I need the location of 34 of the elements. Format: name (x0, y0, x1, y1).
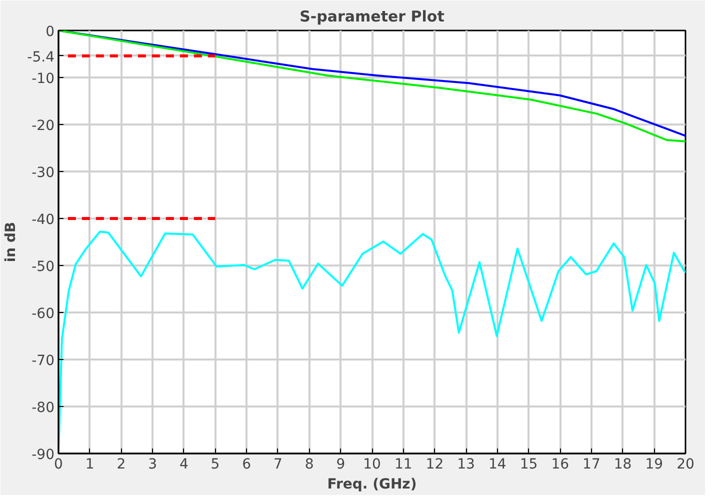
x-tick-label: 13 (457, 456, 475, 472)
y-tick-label: -40 (32, 212, 55, 228)
x-tick-label: 19 (645, 456, 664, 472)
x-tick-label: 7 (273, 456, 282, 472)
y-tick-label: -90 (32, 447, 55, 463)
y-tick-label: -80 (32, 400, 55, 416)
x-axis-title: Freq. (GHz) (327, 476, 417, 492)
y-tick-label: -30 (32, 165, 55, 181)
chart-title: S-parameter Plot (300, 8, 444, 26)
x-tick-label: 10 (363, 456, 381, 472)
x-tick-label: 8 (304, 456, 314, 472)
x-tick-label: 16 (551, 456, 570, 472)
y-tick-label: 0 (46, 24, 55, 40)
x-tick-label: 12 (426, 456, 444, 472)
y-tick-label: -60 (32, 306, 55, 322)
y-tick-label: -5.4 (27, 49, 55, 66)
y-tick-label: -70 (32, 353, 55, 369)
x-tick-label: 11 (394, 456, 412, 472)
x-tick-label: 18 (614, 456, 632, 472)
x-tick-label: 3 (148, 456, 158, 472)
x-tick-label: 9 (336, 456, 346, 472)
x-tick-label: 20 (676, 456, 694, 472)
x-tick-label: 2 (116, 456, 126, 472)
y-axis-title: in dB (3, 222, 20, 262)
x-tick-label: 1 (85, 456, 94, 472)
y-tick-label: -50 (32, 259, 55, 275)
x-tick-label: 14 (488, 456, 506, 472)
x-tick-label: 15 (520, 456, 538, 472)
y-tick-label: -20 (32, 118, 55, 134)
x-tick-label: 6 (242, 456, 252, 472)
x-tick-label: 17 (582, 456, 600, 472)
x-tick-label: 4 (179, 456, 188, 472)
y-tick-label: -10 (32, 71, 55, 87)
x-tick-label: 5 (210, 456, 220, 472)
